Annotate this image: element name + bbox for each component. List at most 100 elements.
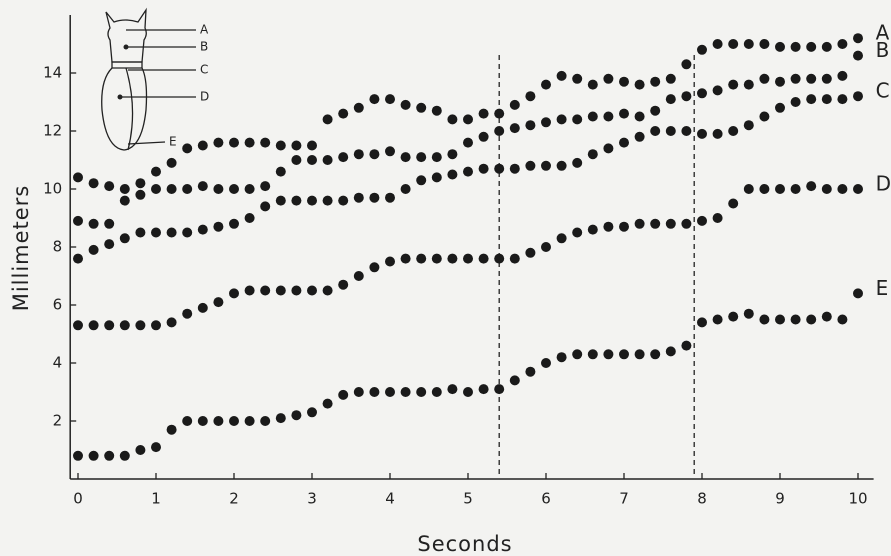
data-point xyxy=(853,288,863,298)
inset-label: A xyxy=(200,23,209,37)
data-point xyxy=(198,181,208,191)
data-point xyxy=(775,77,785,87)
data-point xyxy=(806,42,816,52)
data-point xyxy=(791,184,801,194)
data-point xyxy=(650,219,660,229)
data-point xyxy=(291,141,301,151)
data-point xyxy=(307,286,317,296)
data-point xyxy=(728,39,738,49)
data-point xyxy=(416,254,426,264)
data-point xyxy=(853,51,863,61)
data-point xyxy=(323,399,333,409)
data-point xyxy=(385,257,395,267)
data-point xyxy=(120,196,130,206)
data-point xyxy=(541,358,551,368)
x-tick-label: 7 xyxy=(619,490,629,508)
data-point xyxy=(650,106,660,116)
data-point xyxy=(822,312,832,322)
data-point xyxy=(323,196,333,206)
data-point xyxy=(494,254,504,264)
data-point xyxy=(120,320,130,330)
data-point xyxy=(369,262,379,272)
y-tick-label: 12 xyxy=(43,122,62,140)
data-point xyxy=(572,114,582,124)
data-point xyxy=(791,42,801,52)
data-point xyxy=(354,271,364,281)
data-point xyxy=(291,155,301,165)
data-point xyxy=(229,184,239,194)
data-point xyxy=(73,320,83,330)
data-point xyxy=(182,143,192,153)
x-tick-label: 8 xyxy=(697,490,707,508)
data-point xyxy=(619,109,629,119)
data-point xyxy=(291,286,301,296)
data-point xyxy=(229,416,239,426)
data-point xyxy=(229,219,239,229)
data-point xyxy=(73,254,83,264)
series-label: B xyxy=(876,38,890,62)
data-point xyxy=(151,184,161,194)
data-point xyxy=(572,158,582,168)
data-point xyxy=(401,184,411,194)
data-point xyxy=(151,320,161,330)
data-point xyxy=(853,33,863,43)
data-point xyxy=(401,387,411,397)
data-point xyxy=(525,248,535,258)
data-point xyxy=(494,384,504,394)
x-tick-label: 1 xyxy=(151,490,161,508)
data-point xyxy=(806,181,816,191)
data-point xyxy=(213,138,223,148)
data-point xyxy=(276,413,286,423)
inset-label: C xyxy=(200,63,208,77)
chart: A B C D E Seconds Millimeters 0123456789… xyxy=(0,0,891,556)
data-point xyxy=(635,219,645,229)
x-tick-label: 3 xyxy=(307,490,317,508)
data-point xyxy=(276,286,286,296)
data-point xyxy=(759,74,769,84)
data-point xyxy=(603,222,613,232)
data-point xyxy=(728,126,738,136)
data-point xyxy=(89,178,99,188)
x-tick-label: 4 xyxy=(385,490,395,508)
data-point xyxy=(494,109,504,119)
inset-label: D xyxy=(200,90,209,104)
data-point xyxy=(479,254,489,264)
data-point xyxy=(744,80,754,90)
data-point xyxy=(479,132,489,142)
data-point xyxy=(728,312,738,322)
pointer-line xyxy=(128,142,165,144)
data-point xyxy=(713,213,723,223)
data-point xyxy=(385,387,395,397)
data-point xyxy=(120,451,130,461)
beetle-body xyxy=(102,68,147,150)
data-point xyxy=(666,94,676,104)
data-point xyxy=(557,352,567,362)
data-point xyxy=(73,172,83,182)
data-point xyxy=(307,141,317,151)
y-tick-label: 4 xyxy=(53,354,63,372)
data-point xyxy=(120,184,130,194)
data-point xyxy=(681,91,691,101)
data-point xyxy=(525,161,535,171)
beetle-seam xyxy=(126,68,133,150)
y-axis-label: Millimeters xyxy=(9,185,33,312)
data-point xyxy=(385,193,395,203)
data-point xyxy=(666,219,676,229)
data-point xyxy=(650,349,660,359)
data-point xyxy=(104,219,114,229)
data-point xyxy=(635,112,645,122)
data-point xyxy=(463,254,473,264)
data-point xyxy=(260,286,270,296)
data-point xyxy=(666,346,676,356)
data-point xyxy=(572,74,582,84)
data-point xyxy=(713,85,723,95)
data-point xyxy=(307,407,317,417)
data-point xyxy=(619,222,629,232)
data-point xyxy=(557,71,567,81)
data-point xyxy=(323,155,333,165)
data-point xyxy=(276,141,286,151)
data-point xyxy=(447,114,457,124)
data-point xyxy=(837,315,847,325)
data-point xyxy=(666,126,676,136)
data-point xyxy=(697,216,707,226)
